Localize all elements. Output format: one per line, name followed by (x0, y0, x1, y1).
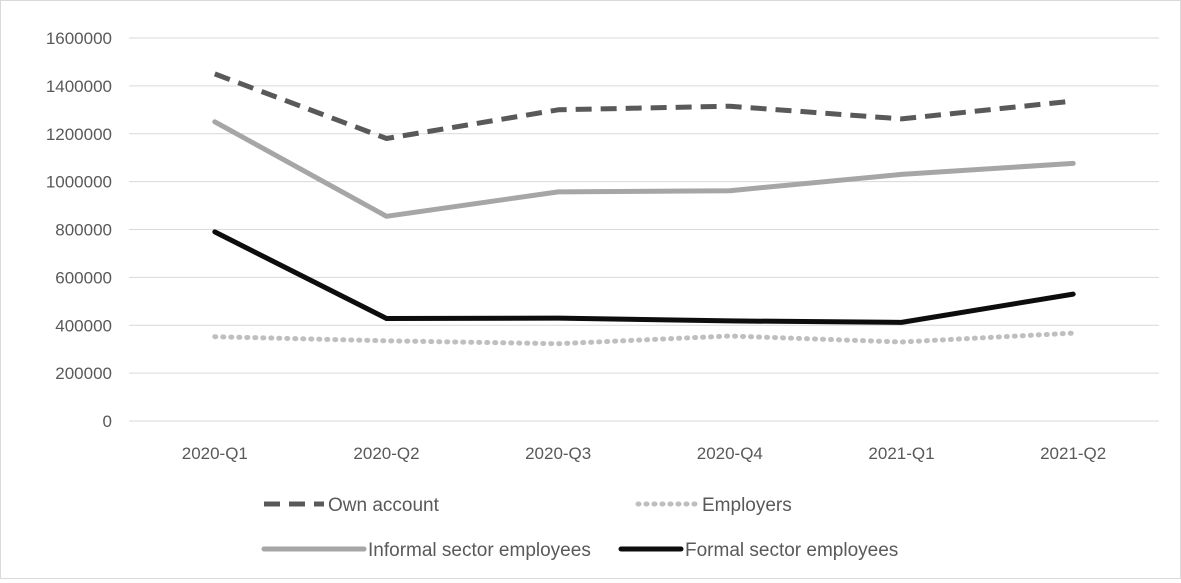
legend: Own account Employers Informal sector empl… (261, 495, 898, 561)
x-tick-label: 2021-Q2 (1040, 444, 1106, 463)
x-tick-label: 2020-Q1 (182, 444, 248, 463)
legend-label-0: Own account (328, 495, 440, 516)
legend-label-2: Informal sector employees (368, 540, 591, 561)
y-tick-label: 600000 (55, 268, 112, 287)
y-tick-label: 1200000 (46, 125, 112, 144)
series-lines (212, 71, 1076, 347)
series-line-0 (213, 71, 1074, 141)
y-axis-tick-labels: 0 200000 400000 600000 800000 1000000 1200000 1… (46, 29, 112, 431)
x-tick-label: 2020-Q4 (697, 444, 763, 463)
x-axis-tick-labels: 2020-Q1 2020-Q2 2020-Q3 2020-Q4 2021-Q1 2021-… (182, 444, 1107, 463)
y-tick-label: 200000 (55, 364, 112, 383)
gridlines (129, 37, 1159, 422)
x-tick-label: 2021-Q1 (868, 444, 934, 463)
legend-label-1: Employers (702, 495, 792, 516)
y-tick-label: 1000000 (46, 173, 112, 192)
series-line-1 (212, 330, 1076, 347)
x-tick-label: 2020-Q2 (353, 444, 419, 463)
y-tick-label: 800000 (55, 221, 112, 240)
series-line-3 (212, 229, 1076, 325)
series-line-2 (212, 119, 1076, 219)
legend-label-3: Formal sector employees (685, 540, 898, 561)
x-tick-label: 2020-Q3 (525, 444, 591, 463)
y-tick-label: 1600000 (46, 29, 112, 48)
y-tick-label: 400000 (55, 316, 112, 335)
y-tick-label: 1400000 (46, 77, 112, 96)
y-tick-label: 0 (103, 412, 112, 431)
